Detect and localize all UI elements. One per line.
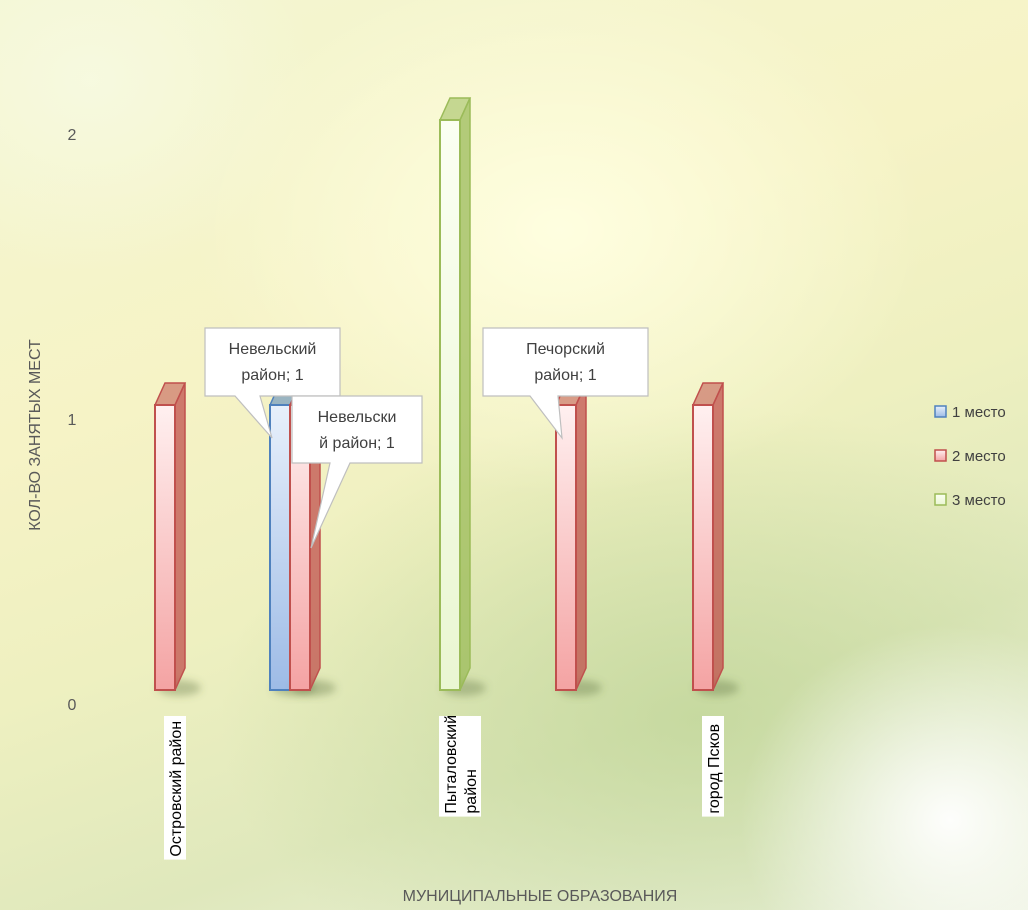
x-tick-label: Пыталовский район <box>439 715 481 817</box>
data-label-text: район; 1 <box>241 367 303 384</box>
data-label-text: Невельский <box>229 341 317 358</box>
y-axis: 0 1 2 <box>68 127 77 714</box>
callout-shape <box>291 395 423 549</box>
x-tick-label-text: Островский район <box>168 721 185 857</box>
x-tick-label-text: Пыталовский <box>443 715 460 814</box>
data-label-callout: Печорский район; 1 <box>482 327 649 441</box>
y-tick-label: 0 <box>68 697 77 714</box>
data-label-callout: Невельски й район; 1 <box>291 395 423 549</box>
category-labels: Островский район Пыталовский район город Пс… <box>164 715 724 860</box>
data-label-text: Печорский <box>526 341 605 358</box>
callout-shape <box>204 327 341 439</box>
legend-item-3: 3 место <box>934 492 1006 509</box>
legend-swatch <box>934 493 947 506</box>
legend-item-1: 1 место <box>934 404 1006 421</box>
data-label-text: Невельски <box>318 409 397 426</box>
data-label-callout: Невельский район; 1 <box>204 327 341 439</box>
bar-2-место-4 <box>554 382 602 696</box>
legend-label: 2 место <box>952 448 1006 465</box>
y-tick-label: 2 <box>68 127 77 144</box>
x-axis-title: МУНИЦИПАЛЬНЫЕ ОБРАЗОВАНИЯ <box>403 888 678 905</box>
x-tick-label: город Псков <box>702 716 724 817</box>
y-tick-label: 1 <box>68 412 77 429</box>
data-label-text: район; 1 <box>534 367 596 384</box>
callout-shape <box>482 327 649 441</box>
legend-item-2: 2 место <box>934 448 1006 465</box>
legend: 1 место 2 место 3 место <box>934 404 1006 509</box>
legend-swatch <box>934 405 947 418</box>
bar-2-место-1 <box>153 382 201 696</box>
legend-label: 3 место <box>952 492 1006 509</box>
legend-swatch <box>934 449 947 462</box>
y-axis-title: КОЛ-ВО ЗАНЯТЫХ МЕСТ <box>27 339 44 531</box>
x-tick-label-text: район <box>463 769 480 813</box>
bar-3-место-3 <box>438 97 486 696</box>
data-label-text: й район; 1 <box>319 435 395 452</box>
bar-2-место-5 <box>691 382 739 696</box>
legend-label: 1 место <box>952 404 1006 421</box>
x-tick-label-text: город Псков <box>706 724 723 814</box>
x-tick-label: Островский район <box>164 716 186 860</box>
